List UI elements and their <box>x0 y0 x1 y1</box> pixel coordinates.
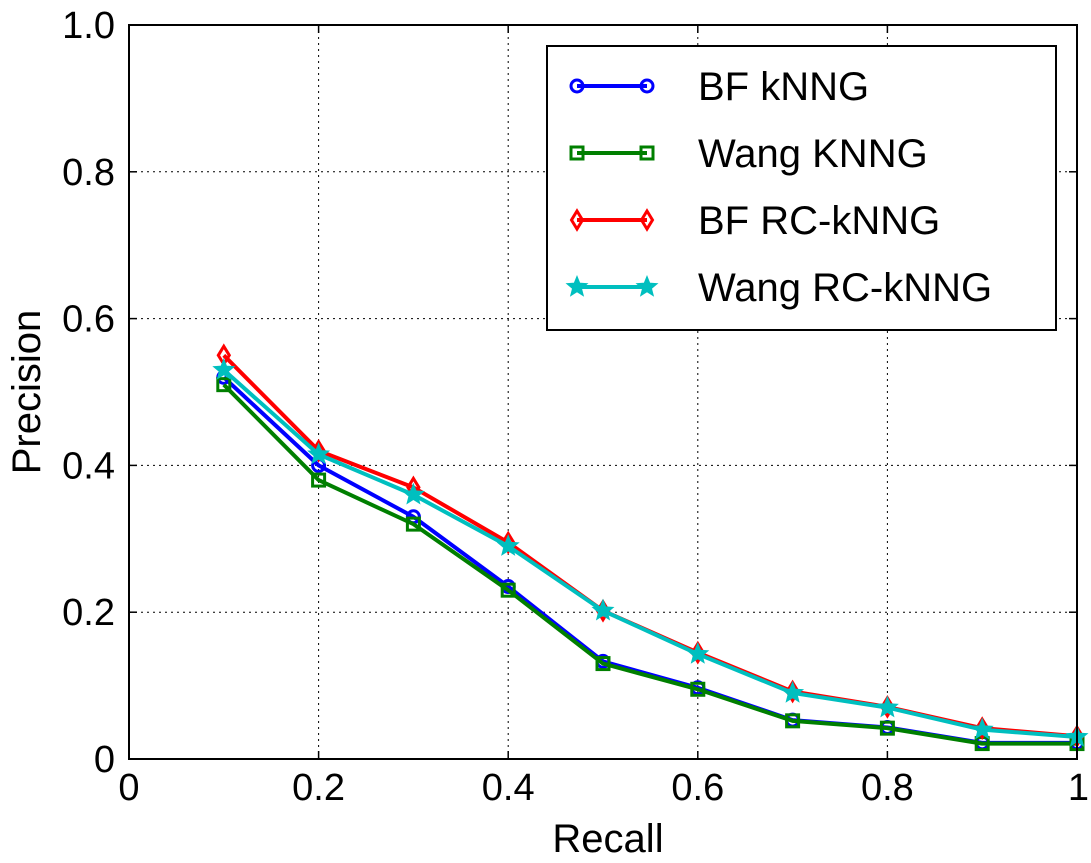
legend-entry: BF kNNG <box>569 65 869 109</box>
data-point <box>686 641 710 664</box>
data-point <box>690 640 706 665</box>
series-line <box>222 368 1078 739</box>
data-point <box>500 582 516 598</box>
legend-box <box>546 45 1057 331</box>
series-wang-rc-knng <box>212 357 1089 747</box>
data-point <box>785 713 801 729</box>
y-tick-label: 0 <box>94 739 115 781</box>
legend-marker <box>565 274 589 297</box>
data-point <box>311 472 327 488</box>
series-line <box>222 375 1077 745</box>
data-point <box>401 482 425 505</box>
data-point <box>781 680 805 703</box>
data-point <box>875 695 899 718</box>
y-tick-label: 0.8 <box>62 152 115 194</box>
series-layer <box>212 343 1089 752</box>
x-tick-label: 0.2 <box>292 767 345 809</box>
data-point <box>307 442 331 465</box>
legend-marker <box>569 145 585 161</box>
y-tick-label: 0.2 <box>62 592 115 634</box>
data-point <box>405 516 421 532</box>
legend-marker <box>635 274 659 297</box>
legend-label: BF RC-kNNG <box>698 199 940 243</box>
legend-marker <box>639 208 655 232</box>
data-point <box>974 716 990 741</box>
y-tick-label: 0.4 <box>62 445 115 487</box>
legend-marker <box>639 78 655 94</box>
y-axis-label: Precision <box>5 310 49 475</box>
legend-label: BF kNNG <box>698 65 869 109</box>
x-axis-label: Recall <box>552 817 663 861</box>
legend-marker <box>569 208 585 232</box>
x-tick-label: 0.4 <box>482 767 535 809</box>
data-point <box>690 681 706 697</box>
x-tick-label: 0 <box>118 767 139 809</box>
series-wang-knng <box>216 377 1085 752</box>
legend-label: Wang RC-kNNG <box>698 266 992 310</box>
data-point <box>970 717 994 740</box>
legend-entry: Wang KNNG <box>569 132 928 176</box>
y-tick-label: 1.0 <box>62 5 115 47</box>
x-tick-label: 0.6 <box>671 767 724 809</box>
legend-marker <box>569 78 585 94</box>
legend-entry: BF RC-kNNG <box>569 199 940 243</box>
legend-marker <box>639 145 655 161</box>
legend-entry: Wang RC-kNNG <box>565 266 992 310</box>
legend: BF kNNG Wang KNNG BF RC-kNNG Wang RC-kNNG <box>546 45 1057 331</box>
tick-labels: 0 0.2 0.4 0.6 0.8 1 0 0.2 0.4 0.6 0.8 1.0 <box>62 5 1089 809</box>
series-bf-rc-knng <box>216 343 1085 749</box>
data-point <box>879 720 895 736</box>
legend-label: Wang KNNG <box>698 132 928 176</box>
axes <box>128 24 1078 760</box>
data-point <box>216 377 232 393</box>
y-tick-label: 0.6 <box>62 299 115 341</box>
series-bf-knng <box>216 369 1085 751</box>
x-tick-label: 0.8 <box>861 767 914 809</box>
x-tick-label: 1 <box>1068 767 1089 809</box>
data-point <box>591 598 615 621</box>
data-point <box>500 530 516 555</box>
data-point <box>212 357 236 380</box>
data-point <box>785 679 800 704</box>
data-point <box>496 534 520 556</box>
series-line <box>222 383 1077 746</box>
series-line <box>222 353 1078 739</box>
plot-frame <box>128 24 1078 760</box>
data-point <box>311 438 326 463</box>
data-point <box>595 656 611 672</box>
